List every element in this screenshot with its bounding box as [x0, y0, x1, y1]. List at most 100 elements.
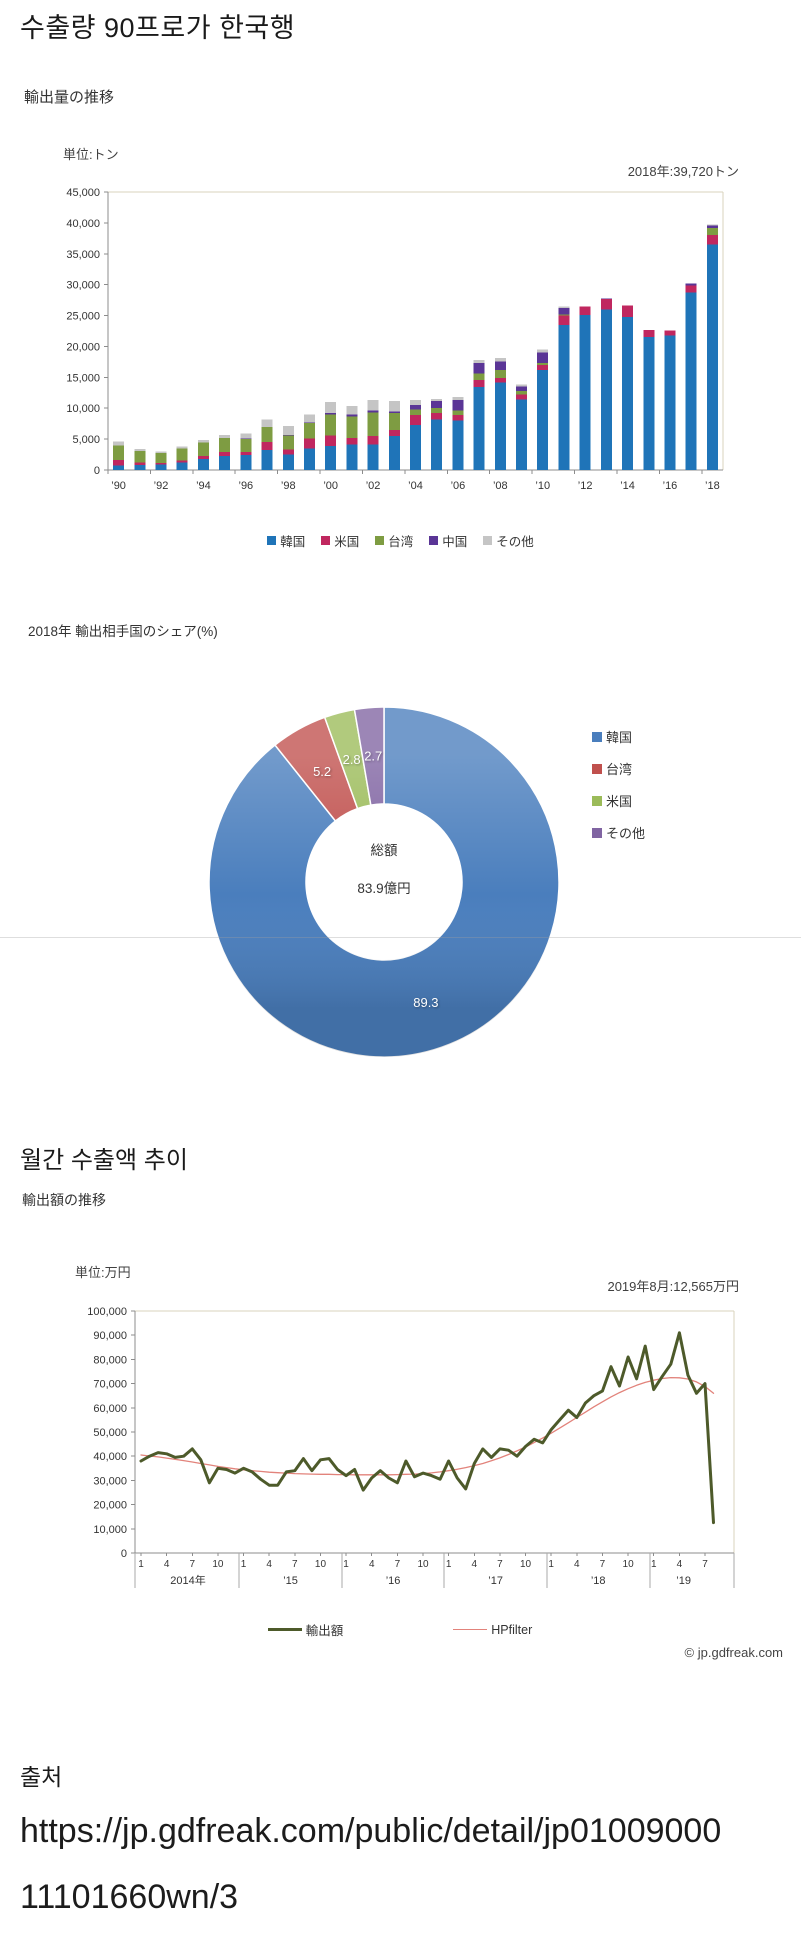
x-tick-label: ’04 [408, 480, 423, 492]
bar-segment-2002 [367, 436, 379, 445]
month-tick-label: 4 [677, 1559, 683, 1570]
x-tick-label: ’00 [323, 480, 338, 492]
bar-segment-2003 [388, 429, 400, 437]
x-tick-label: ’12 [578, 480, 593, 492]
legend-item-HPfilter: HPfilter [453, 1620, 532, 1639]
slice-value-label: 5.2 [313, 764, 331, 779]
month-tick-label: 4 [471, 1559, 477, 1570]
line-chart-legend: 輸出額 HPfilter [110, 1620, 690, 1639]
bar-segment-1990 [113, 445, 125, 461]
export-share-donut-chart: 89.3 5.2 2.8 2.7 総額 83.9億円 [208, 706, 560, 1058]
y-tick-label: 20,000 [66, 341, 100, 353]
legend-label: 輸出額 [305, 1624, 344, 1638]
bar-segment-2015 [643, 329, 655, 338]
bar-series-segments [113, 224, 718, 470]
bar-segment-2007 [473, 363, 485, 374]
legend-label: 韓国 [280, 535, 306, 549]
x-tick-label: ’02 [366, 480, 381, 492]
bar-segment-2018 [706, 244, 718, 470]
bar-segment-2005 [431, 408, 443, 414]
bar-segment-2001 [346, 416, 358, 438]
y-tick-label: 60,000 [93, 1403, 127, 1415]
legend-item-韓国: 韓国 [592, 727, 645, 746]
bar-segment-2000 [325, 402, 337, 414]
bar-segment-2010 [537, 349, 549, 353]
legend-item-その他: その他 [483, 531, 534, 550]
y-tick-label: 45,000 [66, 187, 100, 199]
bar-segment-1996 [240, 433, 252, 439]
month-tick-label: 10 [623, 1559, 635, 1570]
bar-segment-1994 [197, 456, 209, 459]
x-tick-label: ’90 [111, 480, 126, 492]
bar-segment-2001 [346, 437, 358, 445]
legend-swatch [592, 795, 602, 806]
bar-segment-2000 [325, 445, 337, 470]
month-tick-label: 7 [189, 1559, 195, 1570]
y-tick-label: 80,000 [93, 1354, 127, 1366]
bar-segment-2009 [516, 399, 528, 470]
bar-segment-1991 [134, 450, 146, 463]
bar-chart-subtitle: 輸出量の推移 [24, 89, 115, 106]
bar-segment-1991 [134, 465, 146, 470]
bar-segment-2013 [600, 298, 612, 310]
bar-segment-2007 [473, 360, 485, 364]
bar-segment-2013 [600, 309, 612, 470]
month-tick-label: 7 [395, 1559, 401, 1570]
bar-segment-1991 [134, 448, 146, 451]
bar-segment-2002 [367, 444, 379, 470]
bar-segment-2010 [537, 363, 549, 365]
legend-label: HPfilter [491, 1622, 533, 1637]
bar-segment-2009 [516, 386, 528, 391]
bar-segment-1997 [261, 426, 273, 443]
bar-segment-1996 [240, 438, 252, 440]
bar-segment-1998 [282, 426, 294, 435]
bar-segment-1999 [303, 422, 315, 424]
bar-segment-1995 [219, 455, 231, 470]
year-label: ’18 [591, 1575, 606, 1587]
bar-segment-1990 [113, 441, 125, 446]
bar-segment-1994 [197, 442, 209, 457]
bar-segment-1995 [219, 452, 231, 456]
page-title: 수출량 90프로가 한국행 [20, 13, 296, 43]
legend-item-台湾: 台湾 [375, 531, 413, 550]
month-tick-label: 1 [241, 1559, 247, 1570]
slice-value-label: 2.7 [364, 748, 382, 763]
bar-segment-2003 [388, 413, 400, 430]
bar-segment-1995 [219, 437, 231, 453]
bar-segment-1993 [176, 446, 188, 449]
bar-segment-2007 [473, 379, 485, 388]
x-tick-label: ’92 [154, 480, 169, 492]
legend-label: 台湾 [388, 535, 414, 549]
legend-label: 米国 [606, 794, 633, 809]
month-tick-label: 4 [164, 1559, 170, 1570]
month-tick-label: 4 [266, 1559, 272, 1570]
bar-segment-1999 [303, 414, 315, 423]
section-divider [0, 937, 801, 938]
bar-segment-2013 [600, 298, 612, 299]
bar-segment-2004 [410, 424, 421, 470]
bar-segment-2005 [431, 419, 443, 470]
bar-segment-2018 [706, 227, 718, 236]
bar-segment-1992 [155, 453, 167, 463]
bar-segment-2009 [516, 394, 528, 400]
legend-item-その他: その他 [592, 823, 645, 842]
bar-segment-1998 [282, 454, 294, 470]
legend-item-韓国: 韓国 [267, 531, 305, 550]
month-tick-label: 10 [417, 1559, 429, 1570]
bar-segment-2007 [473, 387, 485, 470]
month-tick-label: 10 [212, 1559, 224, 1570]
slice-value-label: 89.3 [413, 995, 438, 1010]
bar-segment-2006 [452, 400, 464, 411]
bar-chart-legend: 韓国 米国 台湾 中国 その他 [0, 531, 801, 550]
bar-segment-2005 [431, 398, 443, 401]
legend-item-米国: 米国 [592, 791, 645, 810]
bar-segment-2011 [558, 315, 570, 325]
bar-segment-2011 [558, 306, 570, 309]
bar-segment-2008 [494, 358, 506, 362]
bar-segment-2016 [664, 330, 676, 336]
legend-label: その他 [606, 826, 646, 841]
y-tick-label: 0 [121, 1548, 127, 1560]
legend-label: 台湾 [606, 762, 633, 777]
donut-chart-legend: 韓国 台湾 米国 その他 [592, 727, 645, 842]
bar-segment-2014 [622, 316, 634, 470]
